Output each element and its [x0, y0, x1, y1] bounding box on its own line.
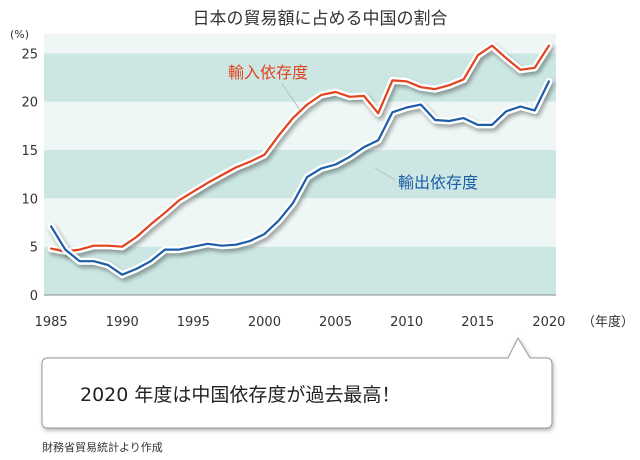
x-tick-labels: 1985 1990 1995 2000 2005 2010 2015 2020 — [35, 315, 566, 330]
x-tick-label: 2015 — [461, 315, 494, 330]
x-tick-label: 2005 — [319, 315, 352, 330]
callout-box — [41, 336, 553, 429]
x-tick-label: 1985 — [35, 315, 68, 330]
y-tick-label: 25 — [21, 47, 38, 62]
x-tick-label: 1995 — [177, 315, 210, 330]
y-tick-label: 10 — [21, 192, 38, 207]
y-tick-label: 20 — [21, 96, 38, 111]
series-line-0 — [49, 44, 551, 253]
x-axis-unit: （年度） — [582, 314, 634, 330]
series-lines — [47, 42, 553, 279]
plot-band — [44, 198, 556, 247]
x-tick-label: 2020 — [532, 315, 565, 330]
plot-band — [44, 34, 556, 54]
series-label-import-leader — [281, 83, 301, 111]
series-label-export-leader — [374, 167, 396, 181]
x-tick-label: 2000 — [248, 315, 281, 330]
x-tick-label: 2010 — [390, 315, 423, 330]
y-axis-unit: (%) — [10, 28, 29, 41]
series-label-export: 輸出依存度 — [398, 173, 478, 192]
y-tick-labels: 0 5 10 15 20 25 — [21, 47, 38, 304]
series-line-1 — [49, 80, 551, 276]
y-tick-label: 5 — [30, 241, 38, 256]
series-label-import: 輸入依存度 — [228, 63, 308, 82]
x-tick-label: 1990 — [106, 315, 139, 330]
callout-text: 2020 年度は中国依存度が過去最高！ — [80, 384, 400, 406]
callout-bubble — [41, 336, 553, 429]
y-tick-label: 0 — [30, 289, 38, 304]
source-note: 財務省貿易統計より作成 — [42, 440, 163, 454]
y-tick-label: 15 — [21, 144, 38, 159]
chart-title: 日本の貿易額に占める中国の割合 — [193, 9, 448, 29]
